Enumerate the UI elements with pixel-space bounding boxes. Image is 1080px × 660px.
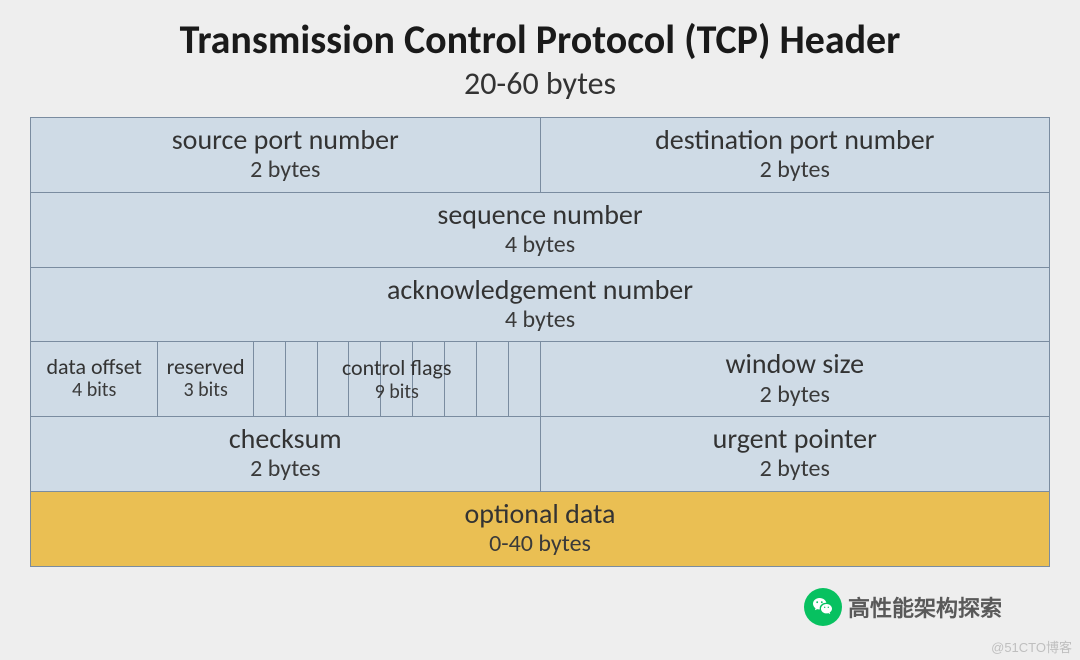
field-size: 9 bits [307,380,487,403]
diagram-subtitle: 20-60 bytes [0,64,1080,103]
field-name: source port number [33,124,538,156]
header-table: source port number 2 bytes destination p… [30,117,1050,567]
field-optional-data: optional data 0-40 bytes [31,491,1050,566]
title-block: Transmission Control Protocol (TCP) Head… [0,0,1080,103]
field-name: optional data [33,498,1047,530]
field-size: 3 bits [160,379,251,402]
watermark-text: @51CTO博客 [991,637,1072,656]
field-name: window size [543,348,1048,380]
field-name: sequence number [33,199,1047,231]
field-size: 2 bytes [33,455,538,483]
field-name: checksum [33,423,538,455]
wechat-badge-text: 高性能架构探索 [848,591,1002,623]
field-control-flags: control flags9 bits [381,342,413,417]
wechat-badge: 高性能架构探索 [804,588,1002,626]
tcp-header-diagram: source port number 2 bytes destination p… [30,117,1050,567]
field-checksum: checksum 2 bytes [31,417,541,492]
field-name: control flags [307,355,487,380]
field-name: data offset [33,354,155,379]
field-name: urgent pointer [543,423,1048,455]
wechat-icon [804,588,842,626]
field-urgent-pointer: urgent pointer 2 bytes [540,417,1050,492]
field-size: 2 bytes [543,455,1048,483]
flag-bit-tick [508,342,540,417]
field-size: 2 bytes [543,156,1048,184]
field-sequence-number: sequence number 4 bytes [31,192,1050,267]
field-name: acknowledgement number [33,274,1047,306]
field-window-size: window size 2 bytes [540,342,1050,417]
field-size: 2 bytes [33,156,538,184]
field-reserved: reserved 3 bits [158,342,254,417]
field-size: 4 bytes [33,306,1047,334]
flag-bit-tick [253,342,285,417]
field-size: 2 bytes [543,381,1048,409]
field-dest-port: destination port number 2 bytes [540,118,1050,193]
field-size: 0-40 bytes [33,530,1047,558]
field-ack-number: acknowledgement number 4 bytes [31,267,1050,342]
diagram-title: Transmission Control Protocol (TCP) Head… [0,18,1080,62]
field-size: 4 bytes [33,231,1047,259]
field-source-port: source port number 2 bytes [31,118,541,193]
field-size: 4 bits [33,379,155,402]
field-data-offset: data offset 4 bits [31,342,158,417]
field-name: destination port number [543,124,1048,156]
field-name: reserved [160,354,251,379]
